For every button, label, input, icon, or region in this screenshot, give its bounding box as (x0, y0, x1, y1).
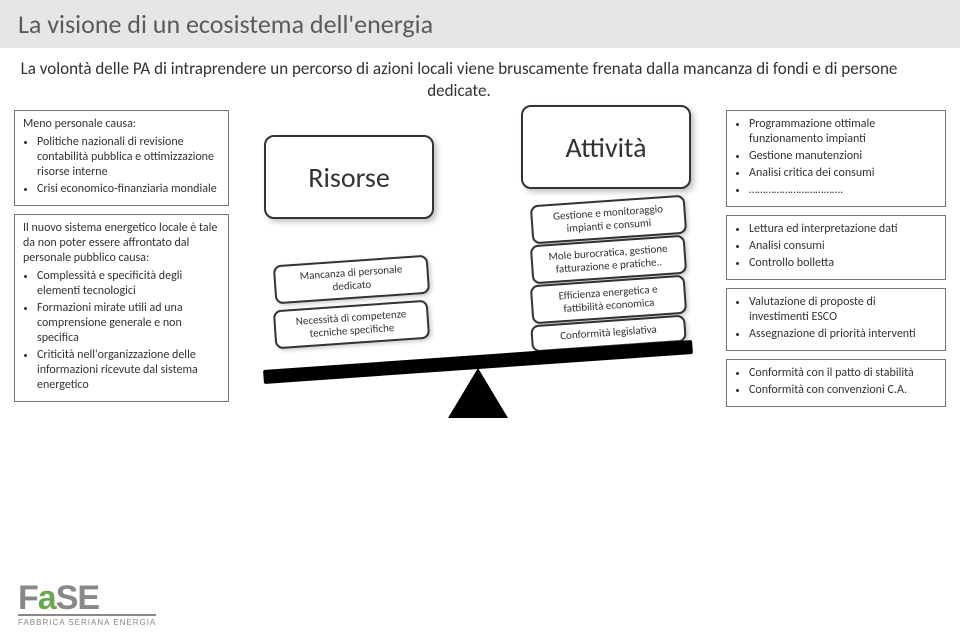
risorse-box: Risorse (264, 135, 434, 219)
list-item: Valutazione di proposte di investimenti … (749, 295, 937, 325)
list-item: Complessità e specificità degli elementi… (37, 269, 220, 299)
right-box-1: Programmazione ottimale funzionamento im… (726, 110, 946, 207)
page-title: La visione di un ecosistema dell'energia (18, 8, 433, 40)
list: Lettura ed interpretazione dati Analisi … (735, 222, 937, 271)
list-item: Criticità nell'organizzazione delle info… (37, 348, 220, 393)
risorse-item: Necessità di competenze tecniche specifi… (273, 300, 430, 350)
list: Complessità e specificità degli elementi… (23, 269, 220, 393)
list: Politiche nazionali di revisione contabi… (23, 135, 220, 197)
list: Programmazione ottimale funzionamento im… (735, 117, 937, 198)
logo-text: FaSE (18, 583, 156, 614)
fase-logo: FaSE FABBRICA SERIANA ENERGIA (18, 583, 156, 627)
subtitle: La volontà delle PA di intraprendere un … (0, 48, 960, 110)
left-box-2: Il nuovo sistema energetico locale è tal… (14, 214, 229, 402)
seesaw-diagram: Risorse Attività Mancanza di personale d… (239, 110, 716, 550)
list-item: Controllo bolletta (749, 256, 937, 271)
list: Valutazione di proposte di investimenti … (735, 295, 937, 342)
main-columns: Meno personale causa: Politiche nazional… (0, 110, 960, 550)
list-item: ……………………………. (749, 183, 937, 198)
list-item: Assegnazione di priorità interventi (749, 327, 937, 342)
attivita-box: Attività (521, 105, 691, 189)
list-item: Conformità con convenzioni C.A. (749, 383, 937, 398)
list-item: Conformità con il patto di stabilità (749, 366, 937, 381)
list-item: Gestione manutenzioni (749, 149, 937, 164)
right-column: Programmazione ottimale funzionamento im… (726, 110, 946, 550)
list-item: Lettura ed interpretazione dati (749, 222, 937, 237)
list-item: Analisi consumi (749, 239, 937, 254)
list-item: Programmazione ottimale funzionamento im… (749, 117, 937, 147)
left-column: Meno personale causa: Politiche nazional… (14, 110, 229, 550)
right-box-3: Valutazione di proposte di investimenti … (726, 288, 946, 351)
right-box-2: Lettura ed interpretazione dati Analisi … (726, 215, 946, 280)
list-item: Politiche nazionali di revisione contabi… (37, 135, 220, 180)
right-box-4: Conformità con il patto di stabilità Con… (726, 359, 946, 407)
list-item: Formazioni mirate utili ad una comprensi… (37, 301, 220, 346)
list-item: Crisi economico-finanziaria mondiale (37, 182, 220, 197)
list: Conformità con il patto di stabilità Con… (735, 366, 937, 398)
list-item: Analisi critica dei consumi (749, 166, 937, 181)
left-box-1: Meno personale causa: Politiche nazional… (14, 110, 229, 206)
risorse-item: Mancanza di personale dedicato (273, 255, 430, 305)
lead: Il nuovo sistema energetico locale è tal… (23, 221, 220, 266)
title-bar: La visione di un ecosistema dell'energia (0, 0, 960, 48)
seesaw-pivot (448, 368, 508, 418)
lead: Meno personale causa: (23, 117, 220, 132)
